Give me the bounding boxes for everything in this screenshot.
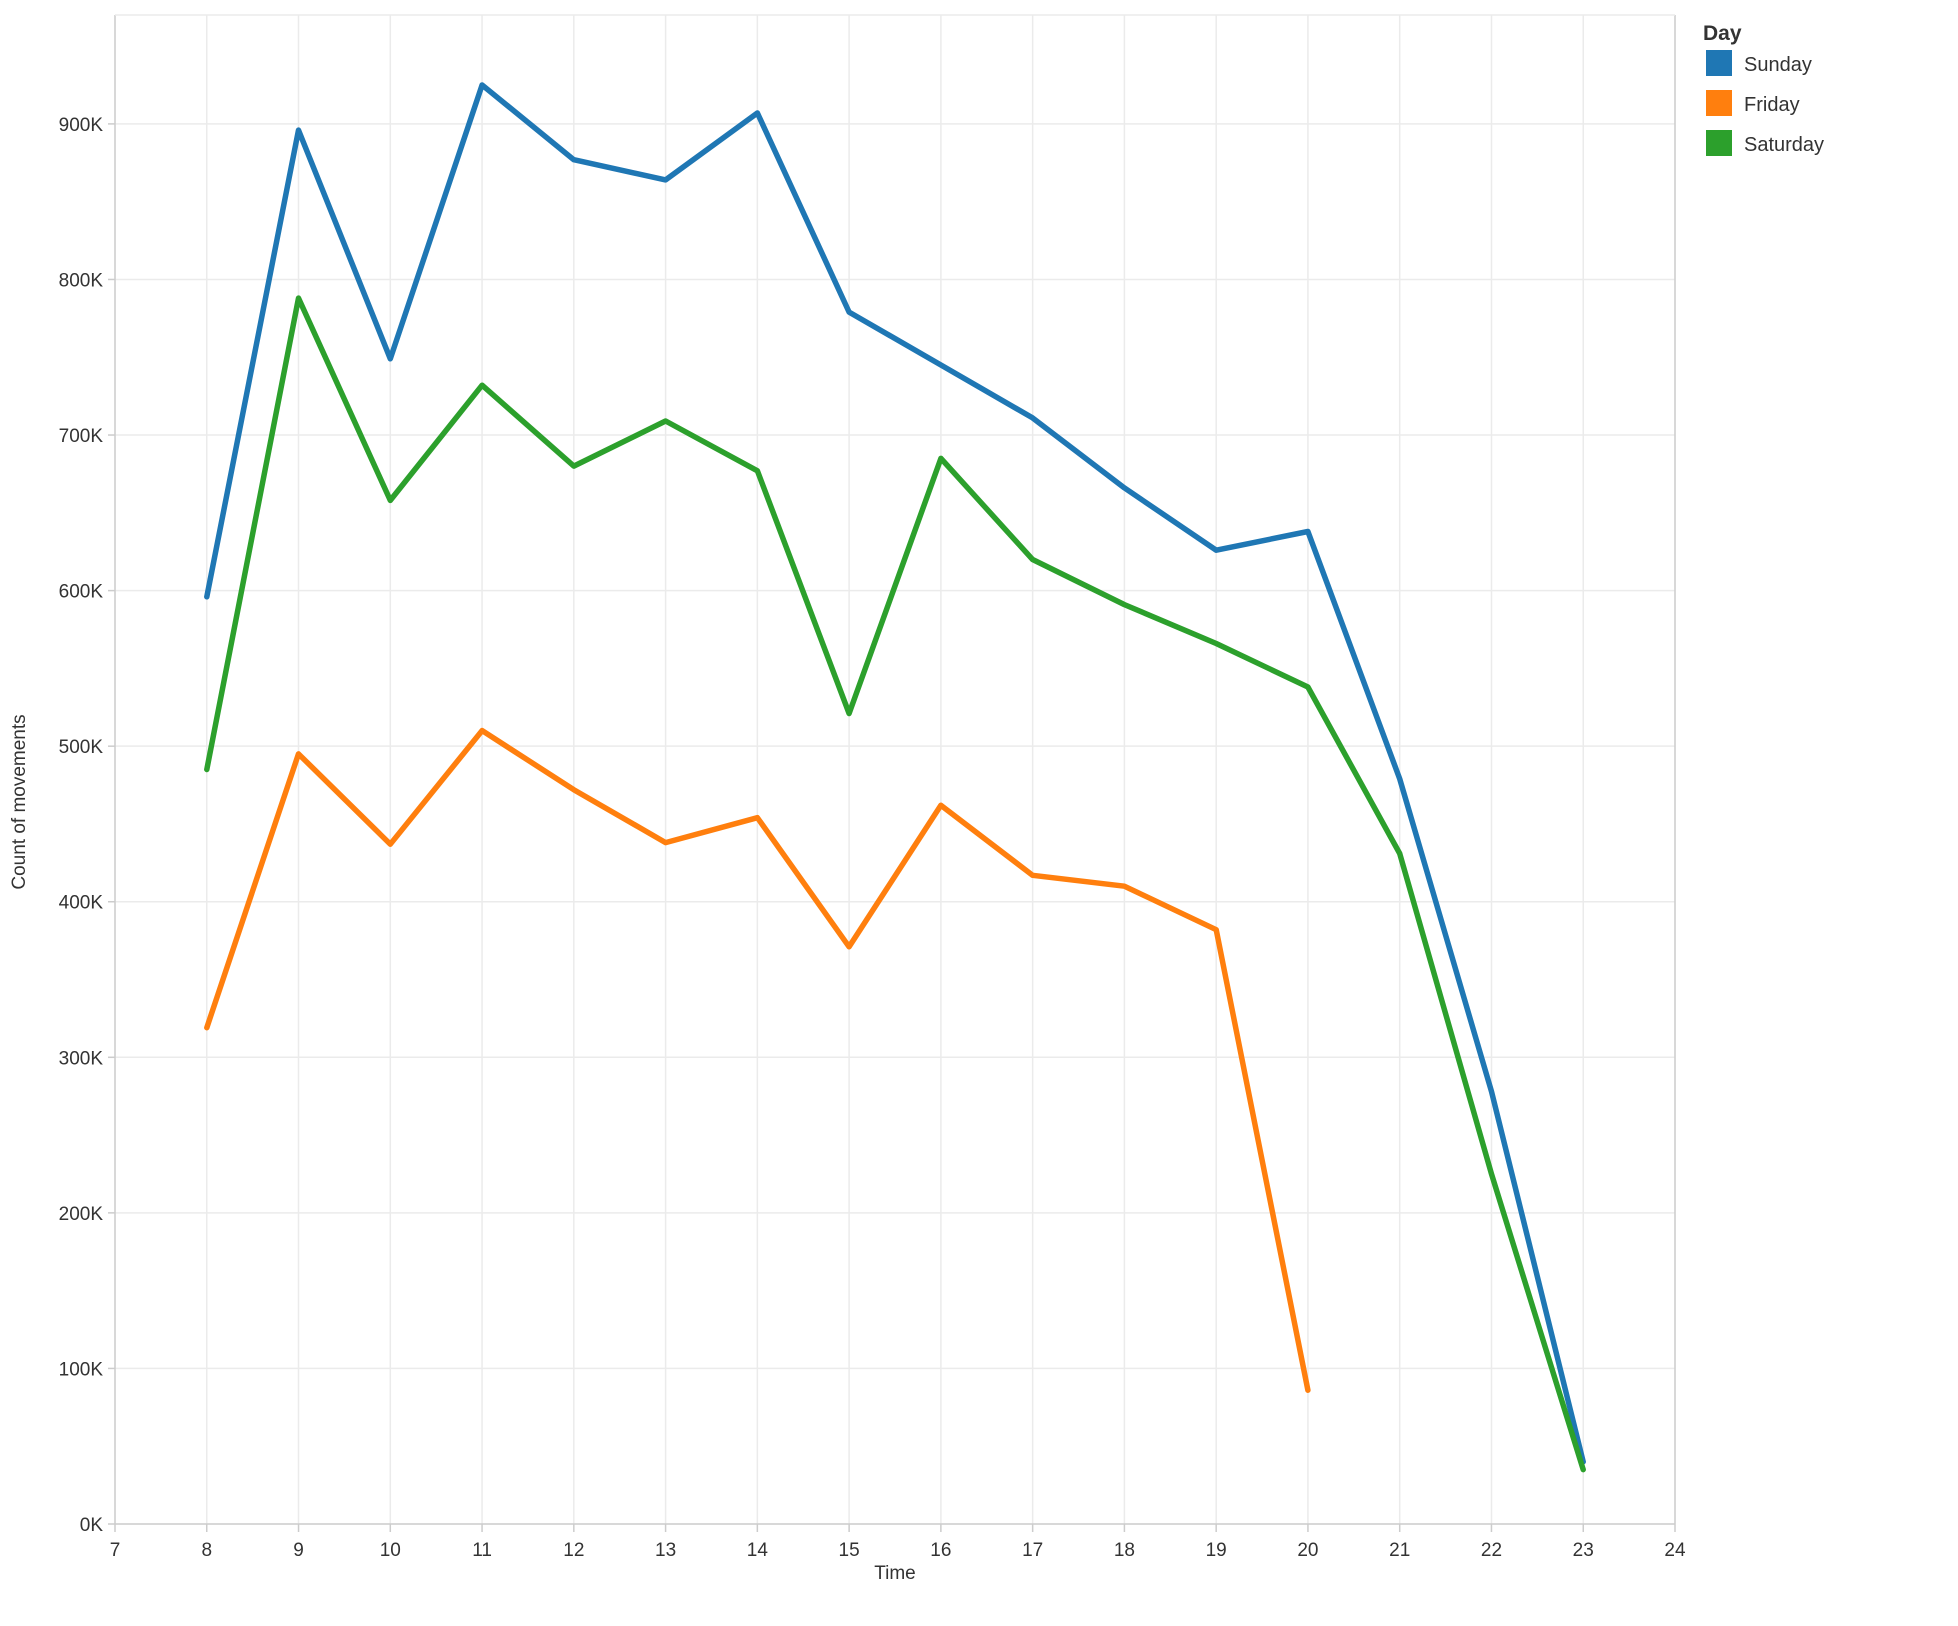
x-tick-label: 21 — [1389, 1540, 1410, 1561]
y-tick-label: 200K — [59, 1204, 104, 1225]
x-tick-label: 24 — [1664, 1540, 1686, 1561]
x-tick-label: 9 — [293, 1540, 304, 1561]
y-tick-label: 900K — [59, 115, 104, 136]
legend-title: Day — [1703, 22, 1742, 45]
x-tick-label: 10 — [380, 1540, 401, 1561]
y-tick-label: 700K — [59, 426, 104, 447]
legend-swatch-sunday — [1706, 50, 1732, 76]
axes: 7 8 9 10 11 12 13 14 15 16 17 18 19 20 21 22 23 24 0K 100K 2… — [59, 14, 1686, 1561]
x-tick-label: 15 — [839, 1540, 860, 1561]
x-tick-label: 19 — [1206, 1540, 1227, 1561]
x-tick-label: 18 — [1114, 1540, 1135, 1561]
x-tick-label: 14 — [747, 1540, 769, 1561]
y-tick-label: 100K — [59, 1359, 104, 1380]
x-tick-label: 23 — [1573, 1540, 1594, 1561]
series-line-sunday — [204, 82, 1586, 1465]
x-tick-label: 16 — [930, 1540, 951, 1561]
series-line-friday — [204, 727, 1311, 1393]
legend: Day Sunday Friday Saturday — [1703, 22, 1824, 156]
x-tick-label: 12 — [563, 1540, 584, 1561]
legend-swatch-saturday — [1706, 130, 1732, 156]
legend-swatch-friday — [1706, 90, 1732, 116]
y-axis-title: Count of movements — [9, 714, 30, 889]
gridlines — [115, 15, 1675, 1524]
x-tick-label: 13 — [655, 1540, 676, 1561]
x-axis-title: Time — [874, 1563, 916, 1584]
legend-label-friday: Friday — [1744, 94, 1800, 116]
x-tick-label: 22 — [1481, 1540, 1502, 1561]
x-tick-label: 11 — [472, 1540, 492, 1561]
legend-label-sunday: Sunday — [1744, 54, 1812, 76]
y-tick-label: 500K — [59, 737, 104, 758]
x-tick-label: 8 — [201, 1540, 212, 1561]
y-tick-label: 0K — [80, 1515, 104, 1536]
series-line-saturday — [204, 295, 1586, 1473]
y-tick-label: 300K — [59, 1048, 104, 1069]
series-lines — [204, 82, 1586, 1473]
y-tick-label: 600K — [59, 582, 104, 603]
y-tick-label: 400K — [59, 893, 104, 914]
legend-items: Sunday Friday Saturday — [1706, 50, 1824, 156]
y-tick-label: 800K — [59, 270, 104, 291]
legend-label-saturday: Saturday — [1744, 134, 1824, 156]
x-tick-label: 7 — [110, 1540, 121, 1561]
x-tick-label: 17 — [1022, 1540, 1043, 1561]
x-tick-label: 20 — [1297, 1540, 1318, 1561]
